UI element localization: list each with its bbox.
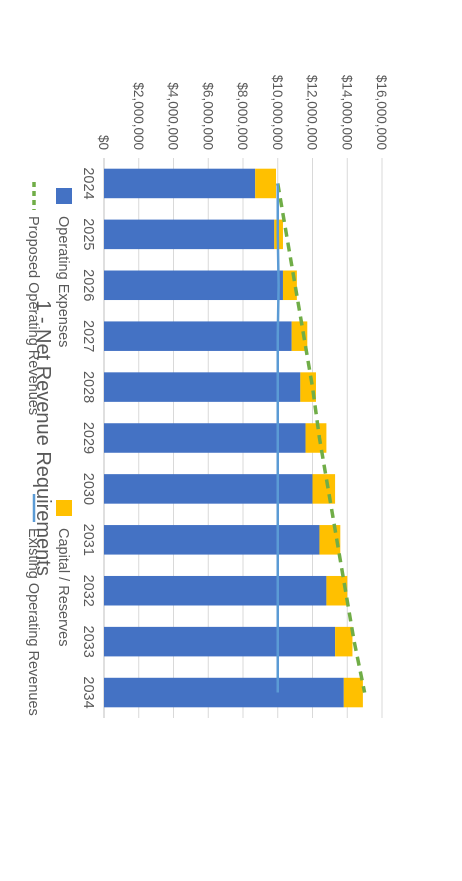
- legend-swatch-operating-expenses: [56, 188, 72, 204]
- category-axis-labels: 2024 2025 2026 2027 2028 2029 2030 2031 2032 2033…: [80, 167, 96, 708]
- value-tick-label: $12,000,000: [305, 75, 320, 150]
- category-label: 2031: [80, 524, 96, 556]
- legend-swatch-capital-reserves: [56, 500, 72, 516]
- legend: Operating Expenses Capital / Reserves Prop…: [25, 182, 72, 716]
- value-tick-label: $10,000,000: [270, 75, 285, 150]
- rotated-chart-group: 1 - Net Revenue Requirements $0 $2,000,00…: [25, 75, 389, 718]
- lines-layer: [276, 183, 367, 693]
- bar-capital-reserves: [305, 423, 327, 453]
- legend-label-operating-expenses: Operating Expenses: [55, 216, 71, 347]
- category-label: 2029: [80, 422, 96, 454]
- value-tick-label: $0: [96, 135, 111, 150]
- bar-capital-reserves: [255, 168, 277, 199]
- category-label: 2026: [80, 269, 96, 301]
- bar-operating-expenses: [104, 372, 301, 402]
- category-label: 2024: [80, 167, 96, 199]
- bar-operating-expenses: [104, 626, 336, 657]
- bar-operating-expenses: [104, 168, 256, 199]
- bar-capital-reserves: [312, 474, 336, 504]
- bar-capital-reserves: [335, 626, 353, 657]
- value-tick-label: $8,000,000: [235, 82, 250, 150]
- bar-operating-expenses: [104, 525, 320, 555]
- bar-operating-expenses: [104, 575, 327, 606]
- value-tick-label: $4,000,000: [166, 82, 181, 150]
- bar-operating-expenses: [104, 321, 292, 351]
- category-label: 2033: [80, 626, 96, 658]
- bar-operating-expenses: [104, 474, 313, 504]
- line-proposed-operating-revenues: [276, 183, 367, 693]
- category-label: 2027: [80, 320, 96, 352]
- value-tick-label: $16,000,000: [374, 75, 389, 150]
- category-label: 2030: [80, 473, 96, 505]
- bar-operating-expenses: [104, 219, 275, 250]
- bar-operating-expenses: [104, 423, 306, 453]
- line-existing-operating-revenues: [276, 183, 280, 693]
- value-axis-tick-labels: $0 $2,000,000 $4,000,000 $6,000,000 $8,000,0…: [96, 75, 389, 150]
- chart-title: 1 - Net Revenue Requirements: [32, 300, 54, 576]
- bar-capital-reserves: [326, 575, 348, 606]
- value-tick-label: $6,000,000: [200, 82, 215, 150]
- bar-operating-expenses: [104, 677, 344, 708]
- bar-operating-expenses: [104, 270, 283, 301]
- value-tick-label: $14,000,000: [339, 75, 354, 150]
- category-label: 2028: [80, 371, 96, 403]
- legend-label-capital-reserves: Capital / Reserves: [55, 528, 71, 646]
- category-label: 2034: [80, 676, 96, 708]
- legend-label-proposed-operating-revenues: Proposed Operating Revenues: [25, 216, 41, 415]
- category-label: 2032: [80, 575, 96, 607]
- value-tick-label: $2,000,000: [131, 82, 146, 150]
- legend-label-existing-operating-revenues: Existing Operating Revenues: [25, 528, 41, 716]
- bar-capital-reserves: [291, 321, 308, 351]
- category-label: 2025: [80, 218, 96, 250]
- bar-capital-reserves: [343, 677, 363, 708]
